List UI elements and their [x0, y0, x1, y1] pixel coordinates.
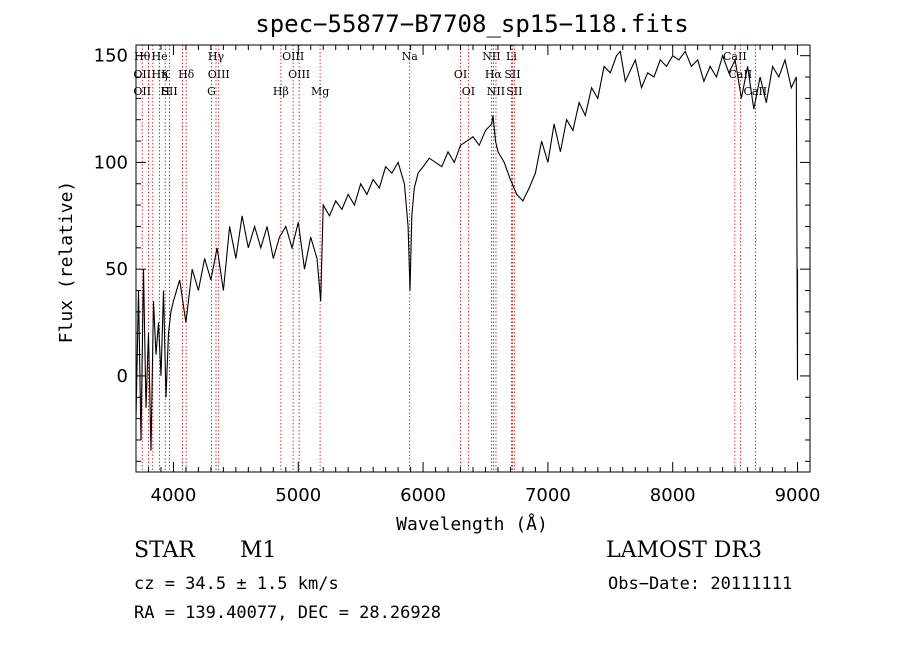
axis-ticks [135, 45, 811, 472]
line-marker-label: OI [462, 85, 475, 98]
line-marker-label: OIII [282, 50, 304, 63]
y-tick-label: 50 [105, 259, 128, 280]
emission-line-markers [141, 45, 756, 472]
x-tick-label: 6000 [400, 485, 446, 506]
line-marker-label: Mg [311, 85, 329, 98]
x-tick-label: 4000 [151, 485, 197, 506]
line-marker-label: G [207, 85, 216, 98]
redshift-velocity: cz = 34.5 ± 1.5 km/s [134, 574, 339, 594]
x-tick-label: 9000 [775, 485, 821, 506]
line-marker-label: Hα [485, 68, 503, 81]
line-marker-label: K [161, 68, 170, 81]
line-marker-label: Li [506, 50, 517, 63]
plot-frame [135, 44, 811, 473]
line-marker-label: He [152, 50, 168, 63]
line-marker-label: SII [504, 68, 520, 81]
axis-tick-labels: 4000 5000 6000 7000 8000 9000 0 50 100 150 [94, 46, 821, 506]
line-marker-label: OIII [208, 68, 230, 81]
line-marker-label: OII [133, 85, 151, 98]
x-tick-label: 5000 [275, 485, 321, 506]
line-marker-label: CaII [743, 85, 767, 98]
line-marker-label: SII [506, 85, 522, 98]
spectrum-line [135, 50, 799, 451]
line-marker-label: Hβ [273, 85, 289, 98]
observation-date: Obs−Date: 20111111 [608, 574, 793, 594]
object-subclass: M1 [240, 538, 277, 563]
x-tick-label: 7000 [525, 485, 571, 506]
line-marker-label: OII [133, 68, 151, 81]
line-marker-label: Hγ [208, 50, 225, 63]
line-marker-label: Na [402, 50, 419, 63]
y-axis-label: Flux (relative) [56, 181, 77, 344]
line-marker-label: Hη [151, 68, 167, 81]
y-tick-label: 100 [94, 152, 128, 173]
x-tick-label: 8000 [650, 485, 696, 506]
line-marker-label: Hθ [134, 50, 151, 63]
line-marker-label: NII [482, 50, 500, 63]
line-marker-label: OI [454, 68, 467, 81]
emission-line-labels: HθOIIOIIHeHηKHSIIHδGHγOIIIHβOIIIOIIIMgNa… [133, 50, 767, 98]
line-marker-label: NII [487, 85, 505, 98]
object-class: STAR [134, 538, 195, 563]
chart-title: spec−55877−B7708_sp15−118.fits [255, 10, 688, 38]
coordinates: RA = 139.40077, DEC = 28.26928 [134, 603, 442, 623]
line-marker-label: OIII [288, 68, 310, 81]
survey-name: LAMOST DR3 [606, 538, 762, 563]
line-marker-label: SII [161, 85, 177, 98]
y-tick-label: 0 [117, 366, 128, 387]
line-marker-label: Hδ [178, 68, 195, 81]
y-tick-label: 150 [94, 46, 128, 67]
line-marker-label: H [160, 85, 170, 98]
x-axis-label: Wavelength (Å) [396, 513, 548, 535]
line-marker-label: CaII [723, 50, 747, 63]
